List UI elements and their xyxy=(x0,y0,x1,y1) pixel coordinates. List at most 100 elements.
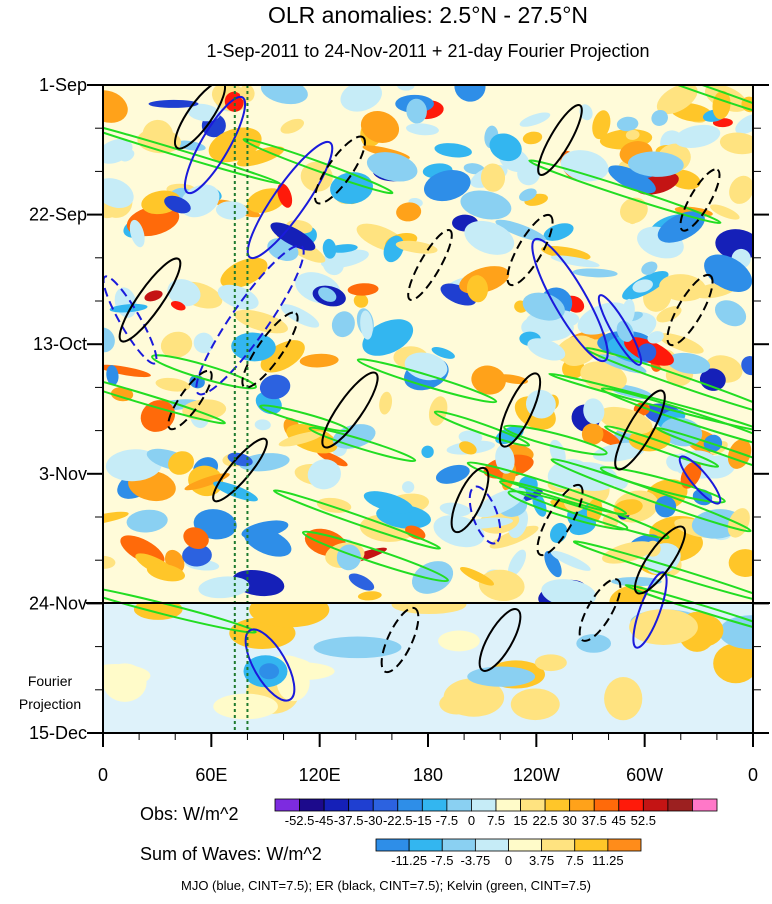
anomaly-patch xyxy=(680,461,702,489)
projection-patch xyxy=(576,634,612,653)
wave-contour xyxy=(528,159,722,225)
colorbar-swatch xyxy=(495,798,521,812)
anomaly-patch xyxy=(519,112,551,127)
wave-contour xyxy=(572,540,753,605)
projection-patch xyxy=(467,666,536,687)
wave-contour xyxy=(407,229,453,301)
projection-patch xyxy=(443,678,505,717)
wave-contour xyxy=(103,275,158,365)
anomaly-patch xyxy=(395,240,438,254)
colorbar-level: 30 xyxy=(562,813,576,828)
anomaly-patch xyxy=(466,275,489,303)
anomaly-patch xyxy=(193,332,214,354)
colorbar-swatch xyxy=(618,798,644,812)
y-axis: 1-Sep 22-Sep 13-Oct 3-Nov 24-Nov 15-Dec xyxy=(29,75,769,743)
anomaly-patch xyxy=(405,525,426,540)
colorbar-level: -52.5 xyxy=(285,813,315,828)
anomaly-patch xyxy=(322,238,337,259)
anomaly-patch xyxy=(572,268,618,278)
fourier-label-line2: Projection xyxy=(19,696,81,712)
anomaly-patch xyxy=(318,287,337,302)
wave-contour xyxy=(499,479,670,540)
anomaly-patch xyxy=(423,170,471,202)
projection-patch xyxy=(259,663,280,680)
colorbar-level: 0 xyxy=(505,853,512,868)
anomaly-patch xyxy=(550,255,600,268)
anomaly-patch xyxy=(348,573,375,591)
anomaly-patch xyxy=(406,123,439,136)
wave-contour xyxy=(634,525,686,595)
anomaly-patch xyxy=(475,487,527,518)
colorbar-swatch xyxy=(642,798,669,812)
colorbar-level: -11.25 xyxy=(391,853,427,868)
anomaly-patch xyxy=(259,374,291,400)
colorbar-level: -7.5 xyxy=(436,813,458,828)
projection-patch xyxy=(103,663,147,702)
anomaly-patch xyxy=(198,576,250,599)
anomaly-patch xyxy=(519,188,537,202)
wave-contour xyxy=(308,426,417,463)
anomaly-patch xyxy=(583,398,605,425)
colorbar-swatch xyxy=(541,838,576,852)
anomaly-patch xyxy=(170,301,186,311)
anomaly-patch xyxy=(735,113,753,135)
anomaly-patch xyxy=(254,419,271,431)
projection-patch xyxy=(629,609,698,646)
anomaly-patch xyxy=(164,195,191,214)
wave-contour xyxy=(356,358,498,404)
anomaly-patch xyxy=(182,399,227,421)
anomaly-patch xyxy=(439,502,471,517)
anomaly-patch xyxy=(129,219,145,248)
waves-colorbar: -11.25 -7.5 -3.75 0 3.75 7.5 11.25 xyxy=(375,838,642,868)
anomaly-patch xyxy=(527,338,566,361)
anomaly-patch xyxy=(674,124,721,148)
anomaly-patch xyxy=(593,442,646,462)
chart-title: OLR anomalies: 2.5°N - 27.5°N xyxy=(268,2,588,28)
anomaly-patch xyxy=(627,151,684,177)
x-tick-label: 60W xyxy=(626,765,663,785)
anomaly-patch xyxy=(459,441,477,455)
anomaly-patch xyxy=(184,473,230,491)
anomaly-patch xyxy=(299,353,339,368)
projection-patch xyxy=(534,654,567,672)
anomaly-patch xyxy=(656,85,698,115)
anomaly-patch xyxy=(625,129,640,140)
anomaly-patch xyxy=(741,356,753,376)
anomaly-patch xyxy=(148,99,199,108)
anomaly-patch xyxy=(658,333,704,354)
anomaly-patch xyxy=(144,290,163,302)
anomaly-patch xyxy=(522,131,543,145)
colorbar-swatch xyxy=(421,798,448,812)
anomaly-patch xyxy=(379,391,393,415)
projection-patch xyxy=(713,643,753,684)
anomaly-patch xyxy=(434,143,472,158)
anomaly-patch xyxy=(647,331,664,344)
anomaly-patch xyxy=(719,132,753,155)
anomaly-patch xyxy=(316,450,348,467)
colorbar-swatch xyxy=(593,798,620,812)
anomaly-patch xyxy=(260,340,305,373)
colorbar-level: -37.5 xyxy=(334,813,364,828)
plot-area xyxy=(103,85,753,733)
anomaly-patch xyxy=(480,163,506,192)
colorbar-swatch xyxy=(667,798,693,812)
colorbar-level: 3.75 xyxy=(529,853,554,868)
anomaly-patch xyxy=(592,110,611,140)
wave-contour xyxy=(632,571,668,649)
colorbar-swatch xyxy=(375,838,410,852)
colorbar-swatch xyxy=(508,838,543,852)
anomaly-patch xyxy=(628,203,643,225)
obs-colorbar: -52.5 -45 -37.5 -30 -22.5 -15 -7.5 0 7.5 15 22.5 30… xyxy=(274,798,718,828)
wave-contour xyxy=(380,606,420,674)
anomaly-patch xyxy=(597,354,647,374)
anomaly-patch xyxy=(715,229,753,260)
anomaly-patch xyxy=(555,335,595,363)
wave-contour xyxy=(678,455,722,505)
wave-contour xyxy=(507,490,629,531)
anomaly-patch xyxy=(142,119,174,151)
anomaly-patch xyxy=(411,561,454,594)
x-tick-label: 120W xyxy=(513,765,560,785)
anomaly-patch xyxy=(362,319,414,356)
colorbar-level: 22.5 xyxy=(532,813,557,828)
anomaly-patch xyxy=(560,150,609,182)
